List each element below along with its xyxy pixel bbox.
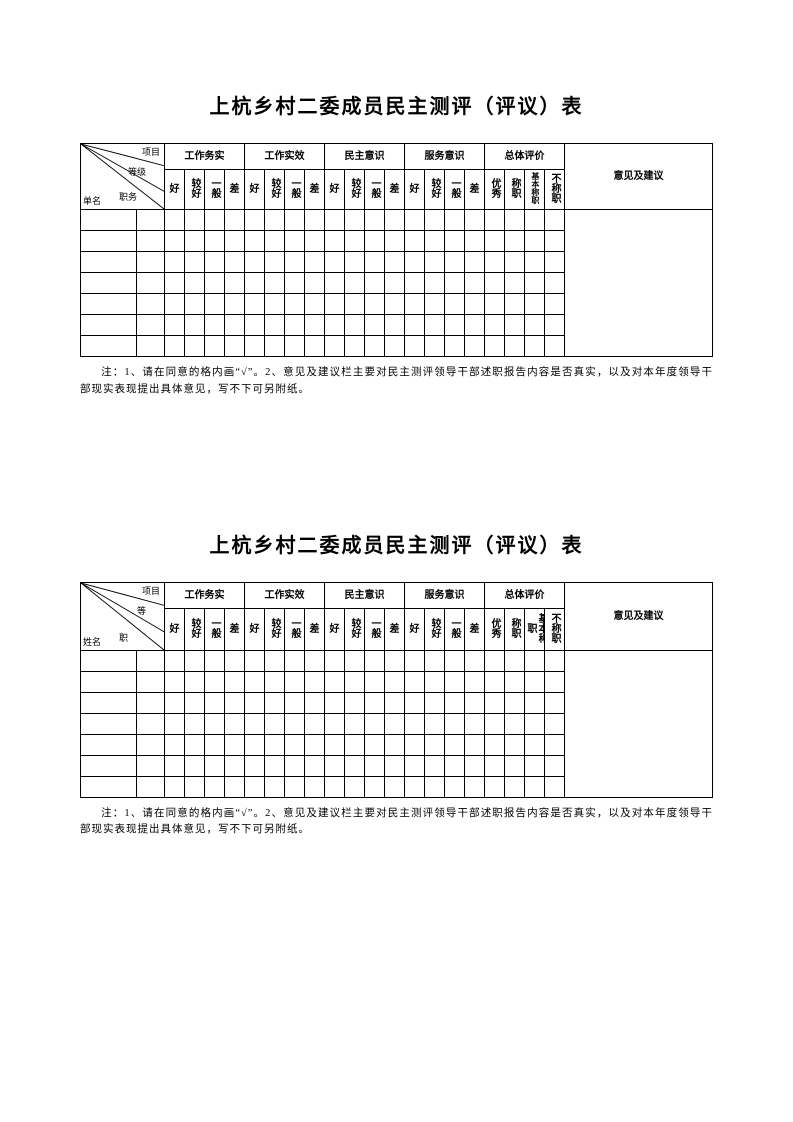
rating-cell: 较好: [425, 170, 445, 210]
rating-cell: 好: [245, 170, 265, 210]
category-header: 服务意识: [405, 582, 485, 608]
rating-cell: 不称职: [545, 170, 565, 210]
rating-cell: 称职: [505, 170, 525, 210]
diag-label-item: 项目: [142, 148, 160, 158]
rating-cell: 好: [165, 170, 185, 210]
evaluation-form-b: 上杭乡村二委成员民主测评（评议）表 项目: [80, 529, 713, 840]
rating-cell: 优秀: [485, 608, 505, 650]
rating-cell: 好: [165, 608, 185, 650]
rating-cell: 较好: [345, 608, 365, 650]
diag-label-item: 项目: [142, 587, 160, 597]
category-header: 民主意识: [325, 144, 405, 170]
footnote: 注：1、请在同意的格内画“√”。2、意见及建议栏主要对民主测评领导干部述职报告内…: [80, 806, 713, 840]
evaluation-table-b: 项目 等 职 姓名 工作务实 工作实效 民主意识 服务意识 总体评价 意见及建议…: [80, 582, 713, 798]
diag-label-name: 姓名: [83, 638, 101, 648]
diag-label-name: 单名: [83, 197, 101, 207]
category-header: 民主意识: [325, 582, 405, 608]
category-header: 服务意识: [405, 144, 485, 170]
diag-label-grade: 等: [137, 607, 146, 617]
rating-cell: 较好: [265, 170, 285, 210]
rating-cell: 好: [325, 608, 345, 650]
rating-cell: 较好: [185, 170, 205, 210]
suggestion-header: 意见及建议: [565, 582, 713, 650]
suggestion-cell[interactable]: [565, 650, 713, 797]
rating-cell: 一般: [205, 170, 225, 210]
diagonal-header-cell: 项目 等级 职务 单名: [81, 144, 165, 210]
rating-cell: 差: [465, 608, 485, 650]
table-row: [81, 210, 713, 231]
rating-cell: 称职: [505, 608, 525, 650]
rating-cell: 优秀: [485, 170, 505, 210]
category-header: 工作务实: [165, 582, 245, 608]
category-header: 工作务实: [165, 144, 245, 170]
rating-cell: 差: [385, 608, 405, 650]
evaluation-table-a: 项目 等级 职务 单名 工作务实 工作实效 民主意识 服务意识 总体评价 意见及…: [80, 143, 713, 357]
category-header: 工作实效: [245, 582, 325, 608]
rating-cell: 一般: [285, 170, 305, 210]
diag-label-post: 职务: [119, 193, 137, 203]
rating-cell: 一般: [365, 608, 385, 650]
suggestion-cell[interactable]: [565, 210, 713, 357]
category-header: 工作实效: [245, 144, 325, 170]
rating-cell: 好: [405, 608, 425, 650]
rating-cell: 差: [465, 170, 485, 210]
rating-cell: 差: [225, 608, 245, 650]
rating-cell: 一般: [285, 608, 305, 650]
diag-label-grade: 等级: [128, 168, 146, 178]
evaluation-form-a: 上杭乡村二委成员民主测评（评议）表 项目: [80, 90, 713, 399]
rating-cell: 一般: [365, 170, 385, 210]
suggestion-header: 意见及建议: [565, 144, 713, 210]
rating-cell: 差: [385, 170, 405, 210]
category-header: 总体评价: [485, 582, 565, 608]
form-title: 上杭乡村二委成员民主测评（评议）表: [80, 90, 713, 119]
rating-cell: 差: [305, 170, 325, 210]
footnote: 注：1、请在同意的格内画“√”。2、意见及建议栏主要对民主测评领导干部述职报告内…: [80, 365, 713, 399]
rating-cell: 不称职: [545, 608, 565, 650]
rating-cell: 差: [225, 170, 245, 210]
rating-cell: 一般: [205, 608, 225, 650]
rating-cell: 一般: [445, 170, 465, 210]
rating-cell: 较好: [265, 608, 285, 650]
rating-cell: 好: [325, 170, 345, 210]
rating-cell: 较好: [425, 608, 445, 650]
rating-cell: 一般: [445, 608, 465, 650]
rating-cell: 较好: [345, 170, 365, 210]
table-row: [81, 650, 713, 671]
diag-label-post: 职: [119, 634, 128, 644]
rating-cell: 基本称职: [525, 608, 545, 650]
rating-cell: 基本称职: [525, 170, 545, 210]
rating-cell: 好: [405, 170, 425, 210]
rating-cell: 好: [245, 608, 265, 650]
rating-cell: 较好: [185, 608, 205, 650]
category-header: 总体评价: [485, 144, 565, 170]
diagonal-header-cell: 项目 等 职 姓名: [81, 582, 165, 650]
form-title: 上杭乡村二委成员民主测评（评议）表: [80, 529, 713, 558]
rating-cell: 差: [305, 608, 325, 650]
